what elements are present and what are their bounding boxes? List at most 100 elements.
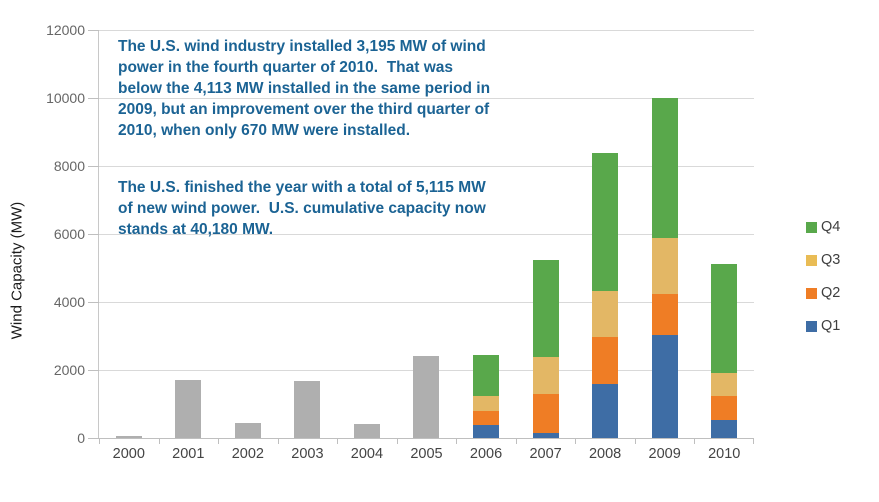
x-axis-tick	[635, 439, 636, 444]
gridline-12000	[99, 29, 754, 31]
x-axis-tick	[575, 439, 576, 444]
y-axis-tick	[88, 233, 99, 235]
bar-2001	[175, 380, 202, 438]
bar-column-2008	[575, 30, 635, 438]
bar-column-2000	[99, 30, 159, 438]
legend-swatch-icon-q2	[806, 287, 817, 299]
y-axis-tick	[88, 29, 99, 31]
bar-2007	[532, 260, 559, 438]
bar-segment-2009-q3	[651, 238, 678, 294]
bar-2000	[115, 436, 142, 438]
y-axis-tick	[88, 301, 99, 303]
bar-2009	[651, 98, 678, 438]
x-axis-label-2000: 2000	[112, 446, 145, 462]
x-axis-tick	[694, 439, 695, 444]
gridline-10000	[99, 97, 754, 99]
bar-segment-2010-q1	[711, 420, 738, 438]
bar-segment-2008-q3	[592, 291, 619, 337]
bar-segment-2010-q3	[711, 373, 738, 396]
y-axis-tick-label: 10000	[46, 90, 85, 106]
bar-segment-2007-q3	[532, 357, 559, 394]
x-axis-label-2010: 2010	[708, 446, 741, 462]
legend-item-q1: Q1	[806, 318, 840, 334]
x-axis-label-2003: 2003	[291, 446, 324, 462]
x-axis-label-2005: 2005	[410, 446, 443, 462]
x-axis-label-2002: 2002	[231, 446, 264, 462]
x-axis-label-2001: 2001	[172, 446, 205, 462]
annotation-paragraph-2: The U.S. finished the year with a total …	[118, 179, 491, 238]
bar-2004	[353, 424, 380, 438]
bar-segment-2006-q2	[473, 411, 500, 425]
legend-item-q2: Q2	[806, 285, 840, 301]
gridline-8000	[99, 165, 754, 167]
bar-2010	[711, 264, 738, 438]
bar-segment-2006-q4	[473, 355, 500, 396]
bar-segment-2008-q1	[592, 384, 619, 438]
gridline-4000	[99, 301, 754, 303]
x-axis-tick	[516, 439, 517, 444]
legend-label-q2: Q2	[821, 285, 841, 301]
y-axis-tick	[88, 438, 99, 439]
bar-segment-2005-annual	[413, 356, 440, 438]
bar-segment-2010-q4	[711, 264, 738, 373]
y-axis-tick-label: 12000	[46, 22, 85, 38]
y-axis-tick-label: 6000	[53, 226, 85, 242]
y-axis-tick-label: 4000	[53, 294, 85, 310]
legend-label-q4: Q4	[821, 219, 841, 235]
y-axis-tick	[88, 369, 99, 371]
y-axis-tick	[88, 165, 99, 167]
legend-label-q1: Q1	[821, 318, 841, 334]
bar-column-2010	[694, 30, 754, 438]
x-axis-tick	[753, 439, 754, 444]
bar-column-2007	[516, 30, 576, 438]
legend-item-q4: Q4	[806, 219, 840, 235]
bar-segment-2009-q2	[651, 294, 678, 335]
bar-segment-2002-annual	[234, 423, 261, 438]
x-axis-tick	[397, 439, 398, 444]
bar-segment-2007-q2	[532, 394, 559, 433]
y-axis-tick-label: 0	[77, 430, 85, 446]
bar-segment-2003-annual	[294, 381, 321, 438]
bar-segment-2008-q2	[592, 337, 619, 384]
bar-2006	[473, 355, 500, 438]
legend-swatch-icon-q3	[806, 254, 817, 266]
bar-segment-2004-annual	[353, 424, 380, 438]
y-axis-tick-label: 8000	[53, 158, 85, 174]
x-axis-tick	[99, 439, 100, 444]
x-axis-tick	[456, 439, 457, 444]
bar-column-2006	[456, 30, 516, 438]
bar-segment-2006-q3	[473, 396, 500, 411]
bar-segment-2008-q4	[592, 153, 619, 291]
bar-column-2009	[635, 30, 695, 438]
x-axis-label-2007: 2007	[529, 446, 562, 462]
bar-segment-2009-q1	[651, 335, 678, 438]
legend-swatch-icon-q4	[806, 221, 817, 233]
x-axis-label-2004: 2004	[350, 446, 384, 462]
y-axis-tick-label: 2000	[53, 362, 85, 378]
bar-column-2003	[278, 30, 338, 438]
x-axis-tick	[218, 439, 219, 444]
bar-segment-2007-q4	[532, 260, 559, 357]
bar-column-2001	[159, 30, 219, 438]
legend-item-q3: Q3	[806, 252, 840, 268]
bar-segment-2007-q1	[532, 433, 559, 438]
annotation-text: The U.S. wind industry installed 3,195 M…	[118, 36, 496, 276]
x-axis-tick	[278, 439, 279, 444]
bar-column-2005	[397, 30, 457, 438]
bar-segment-2010-q2	[711, 396, 738, 420]
bar-2005	[413, 356, 440, 438]
x-axis-label-2006: 2006	[469, 446, 503, 462]
x-axis-label-2008: 2008	[588, 446, 622, 462]
bar-segment-2000-annual	[115, 436, 142, 438]
bar-segment-2009-q4	[651, 98, 678, 238]
bar-column-2004	[337, 30, 397, 438]
bar-2008	[592, 153, 619, 438]
plot-area: 0 2000 4000 6000 8000 10000 12000 2000 2001 2002 2…	[46, 22, 754, 462]
x-axis-tick	[159, 439, 160, 444]
bar-2003	[294, 381, 321, 438]
y-axis-title: Wind Capacity (MW)	[8, 201, 26, 340]
bar-segment-2001-annual	[175, 380, 202, 438]
legend-swatch-icon-q1	[806, 320, 817, 332]
x-axis-label-2009: 2009	[648, 446, 681, 462]
